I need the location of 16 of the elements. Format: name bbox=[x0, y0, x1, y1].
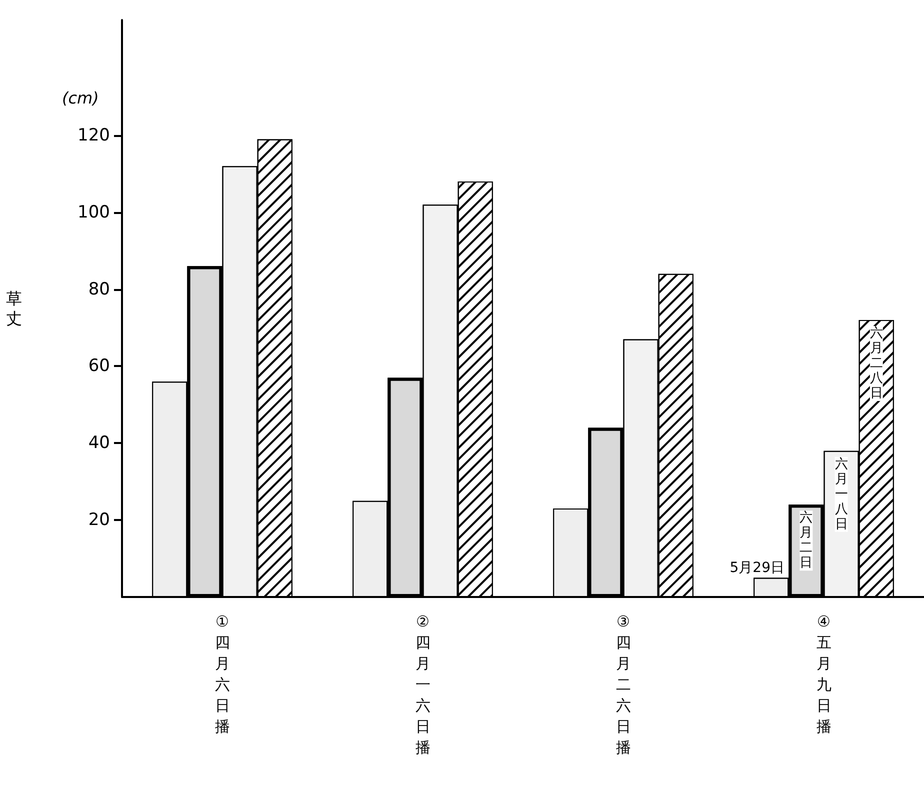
series-label: 六月一八日 bbox=[834, 456, 848, 532]
y-tick-label: 100 bbox=[78, 202, 110, 222]
y-axis-title: 草丈 bbox=[6, 289, 22, 328]
y-tick-label: 60 bbox=[88, 356, 110, 376]
series-label: 六月二日 bbox=[800, 510, 813, 571]
y-tick-label: 20 bbox=[88, 510, 110, 530]
x-tick-label: ④五月九日播 bbox=[816, 612, 832, 736]
y-tick-label: 80 bbox=[88, 279, 110, 300]
y-tick-label: 40 bbox=[88, 433, 110, 454]
y-tick-label: 120 bbox=[78, 125, 110, 146]
x-tick-label: ①四月六日播 bbox=[214, 612, 230, 736]
x-tick-label: ②四月一六日播 bbox=[415, 612, 430, 756]
text: (cm) bbox=[62, 88, 99, 108]
series-label: 六月二八日 bbox=[870, 326, 883, 402]
x-tick-label: ③四月二六日播 bbox=[616, 612, 631, 756]
series-label: 5月29日 bbox=[730, 560, 784, 576]
